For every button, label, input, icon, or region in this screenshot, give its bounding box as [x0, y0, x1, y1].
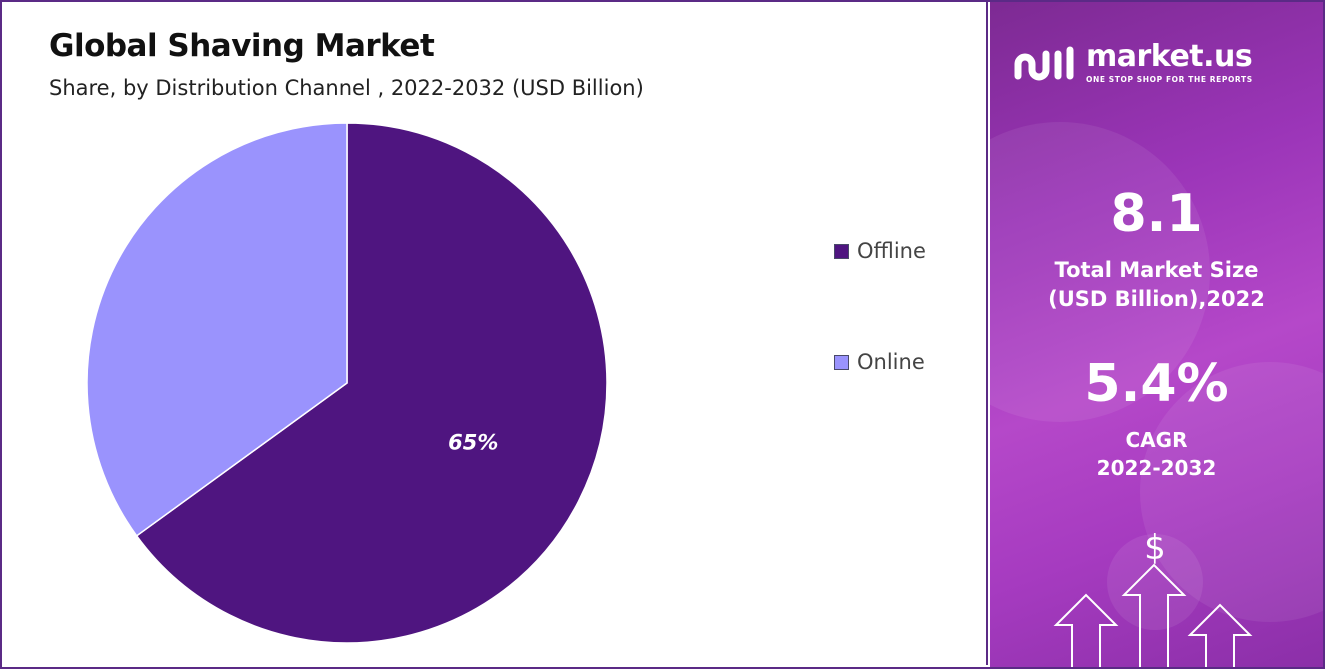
coin-circle — [1107, 534, 1203, 630]
legend-item-offline: Offline — [834, 239, 926, 263]
pie-slice-offline — [135, 122, 608, 644]
cagr-label: CAGR — [1125, 428, 1188, 452]
market-size-label-line1: Total Market Size — [1054, 258, 1259, 282]
cagr-value: 5.4% — [1084, 354, 1229, 414]
arrow-up-icon — [1187, 603, 1253, 667]
market-size-label-line2: (USD Billion),2022 — [1048, 287, 1265, 311]
legend-item-online: Online — [834, 350, 925, 374]
legend-label-offline: Offline — [857, 239, 926, 263]
pie-chart: 65% — [86, 122, 608, 644]
chart-subtitle: Share, by Distribution Channel , 2022-20… — [49, 76, 644, 100]
legend-swatch-offline — [834, 243, 849, 259]
arrow-up-icons — [1053, 563, 1253, 667]
brand-tagline: ONE STOP SHOP FOR THE REPORTS — [1086, 75, 1253, 84]
brand-name: market.us — [1086, 39, 1253, 74]
dollar-icon: $ — [1144, 528, 1166, 568]
legend-swatch-online — [834, 354, 849, 370]
growth-arrows-illustration: $ — [1053, 528, 1253, 667]
chart-title: Global Shaving Market — [49, 28, 435, 64]
brand-logo: market.us ONE STOP SHOP FOR THE REPORTS — [1012, 42, 1253, 84]
info-panel: market.us ONE STOP SHOP FOR THE REPORTS … — [990, 2, 1323, 667]
market-size-value: 8.1 — [1110, 184, 1203, 244]
cagr-period: 2022-2032 — [1096, 456, 1217, 480]
chart-panel: Global Shaving Market Share, by Distribu… — [2, 2, 988, 665]
pie-data-label-offline: 65% — [448, 430, 498, 454]
arrow-up-icon — [1053, 593, 1119, 667]
arrow-up-icon — [1121, 563, 1187, 667]
legend-label-online: Online — [857, 350, 925, 374]
pie-slice-online — [86, 122, 348, 537]
market-us-logo-icon — [1014, 46, 1074, 81]
